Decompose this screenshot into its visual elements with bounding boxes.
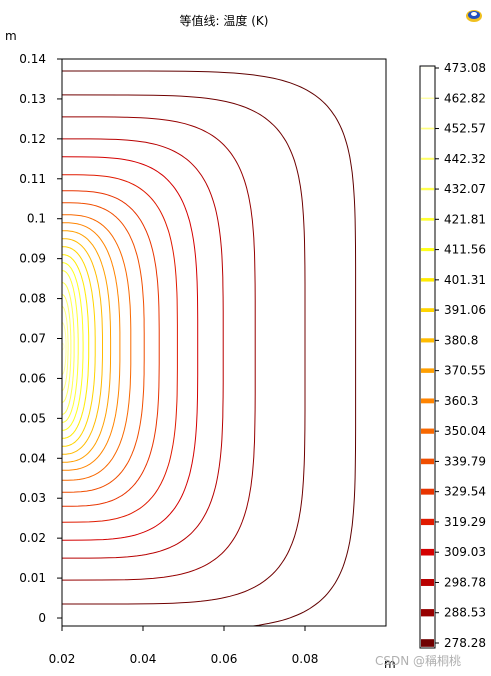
colorbar-label: 370.55 — [444, 364, 486, 378]
contour-line — [62, 254, 90, 439]
colorbar-label: 278.28 — [444, 636, 486, 650]
watermark-text: CSDN @稱桐桃 — [375, 653, 461, 668]
x-axis: 0.02 0.04 0.06 0.08 — [49, 626, 319, 666]
colorbar-label: 288.53 — [444, 606, 486, 620]
colorbar-label: 319.29 — [444, 515, 486, 529]
colorbar-swatch — [421, 278, 434, 282]
colorbar-label: 350.04 — [444, 424, 486, 438]
y-unit-label: m — [5, 29, 17, 43]
contour-line — [61, 262, 84, 431]
colorbar-label: 452.57 — [444, 122, 486, 136]
colorbar-label: 462.82 — [444, 91, 486, 105]
contour-line — [62, 70, 357, 627]
colorbar-swatch — [421, 127, 434, 130]
y-axis: 0 0.01 0.02 0.03 0.04 0.05 0.06 0.07 0.08 0.09 0.1… — [19, 52, 62, 625]
colorbar-label: 391.06 — [444, 303, 486, 317]
contour-line — [62, 230, 112, 463]
contour-line — [62, 238, 103, 455]
contour-line — [61, 94, 306, 605]
colorbar-swatch — [421, 368, 434, 373]
colorbar-swatch — [421, 338, 434, 343]
contour-line — [62, 246, 96, 447]
colorbar-swatch — [421, 97, 434, 99]
colorbar-label: 380.8 — [444, 333, 478, 347]
contour-line — [61, 322, 67, 375]
contour-lines — [61, 70, 357, 627]
comsol-logo-icon — [466, 10, 482, 22]
x-tick-label: 0.02 — [49, 652, 76, 666]
contour-line — [61, 202, 145, 493]
colorbar: 473.08 462.82 452.57 442.32 432.07 421.81 411.… — [419, 61, 486, 650]
contour-line — [62, 294, 72, 403]
colorbar-swatch — [421, 518, 434, 526]
x-unit-label: m — [384, 657, 396, 671]
y-tick-label: 0.07 — [19, 332, 46, 346]
colorbar-label: 339.79 — [444, 454, 486, 468]
contour-line — [61, 174, 178, 523]
y-tick-label: 0.06 — [19, 371, 46, 385]
contour-line — [62, 306, 69, 391]
chart-title: 等值线: 温度 (K) — [180, 13, 269, 28]
y-tick-label: 0.01 — [19, 571, 46, 585]
colorbar-swatch — [421, 248, 434, 252]
colorbar-swatch — [421, 308, 434, 313]
colorbar-label: 432.07 — [444, 182, 486, 196]
colorbar-swatch — [421, 578, 434, 586]
y-tick-label: 0.14 — [19, 52, 46, 66]
colorbar-label: 298.78 — [444, 575, 486, 589]
y-tick-label: 0.08 — [19, 292, 46, 306]
colorbar-swatch — [421, 217, 434, 221]
y-tick-label: 0 — [38, 611, 46, 625]
y-tick-label: 0.1 — [27, 212, 46, 226]
colorbar-swatch — [421, 398, 434, 404]
colorbar-label: 442.32 — [444, 152, 486, 166]
x-tick-label: 0.06 — [211, 652, 238, 666]
contour-line — [61, 116, 256, 581]
contour-line — [62, 190, 160, 507]
colorbar-swatch — [421, 488, 434, 495]
colorbar-swatch — [421, 67, 434, 69]
colorbar-label: 421.81 — [444, 212, 486, 226]
y-tick-label: 0.02 — [19, 531, 46, 545]
colorbar-frame — [419, 65, 436, 649]
colorbar-label: 401.31 — [444, 273, 486, 287]
colorbar-label: 411.56 — [444, 243, 486, 257]
y-tick-label: 0.13 — [19, 92, 46, 106]
colorbar-label: 473.08 — [444, 61, 486, 75]
y-tick-label: 0.12 — [19, 132, 46, 146]
contour-line — [61, 342, 65, 351]
colorbar-label: 360.3 — [444, 394, 478, 408]
colorbar-label: 329.54 — [444, 485, 486, 499]
colorbar-swatch — [421, 609, 434, 617]
contour-line — [62, 282, 75, 415]
colorbar-swatch — [421, 548, 434, 556]
colorbar-swatch — [421, 428, 434, 434]
contour-line — [61, 214, 132, 481]
y-tick-label: 0.05 — [19, 411, 46, 425]
colorbar-swatch — [421, 639, 434, 647]
contour-line — [62, 138, 224, 559]
y-tick-label: 0.11 — [19, 172, 46, 186]
contour-line — [61, 156, 199, 541]
x-tick-label: 0.04 — [130, 652, 157, 666]
contour-line — [61, 222, 121, 471]
y-tick-label: 0.04 — [19, 451, 46, 465]
y-tick-label: 0.03 — [19, 491, 46, 505]
x-tick-label: 0.08 — [292, 652, 319, 666]
y-tick-label: 0.09 — [19, 252, 46, 266]
colorbar-label: 309.03 — [444, 545, 486, 559]
colorbar-swatch — [421, 187, 434, 191]
colorbar-swatch — [421, 458, 434, 465]
contour-line — [61, 270, 79, 423]
colorbar-swatch — [421, 157, 434, 160]
